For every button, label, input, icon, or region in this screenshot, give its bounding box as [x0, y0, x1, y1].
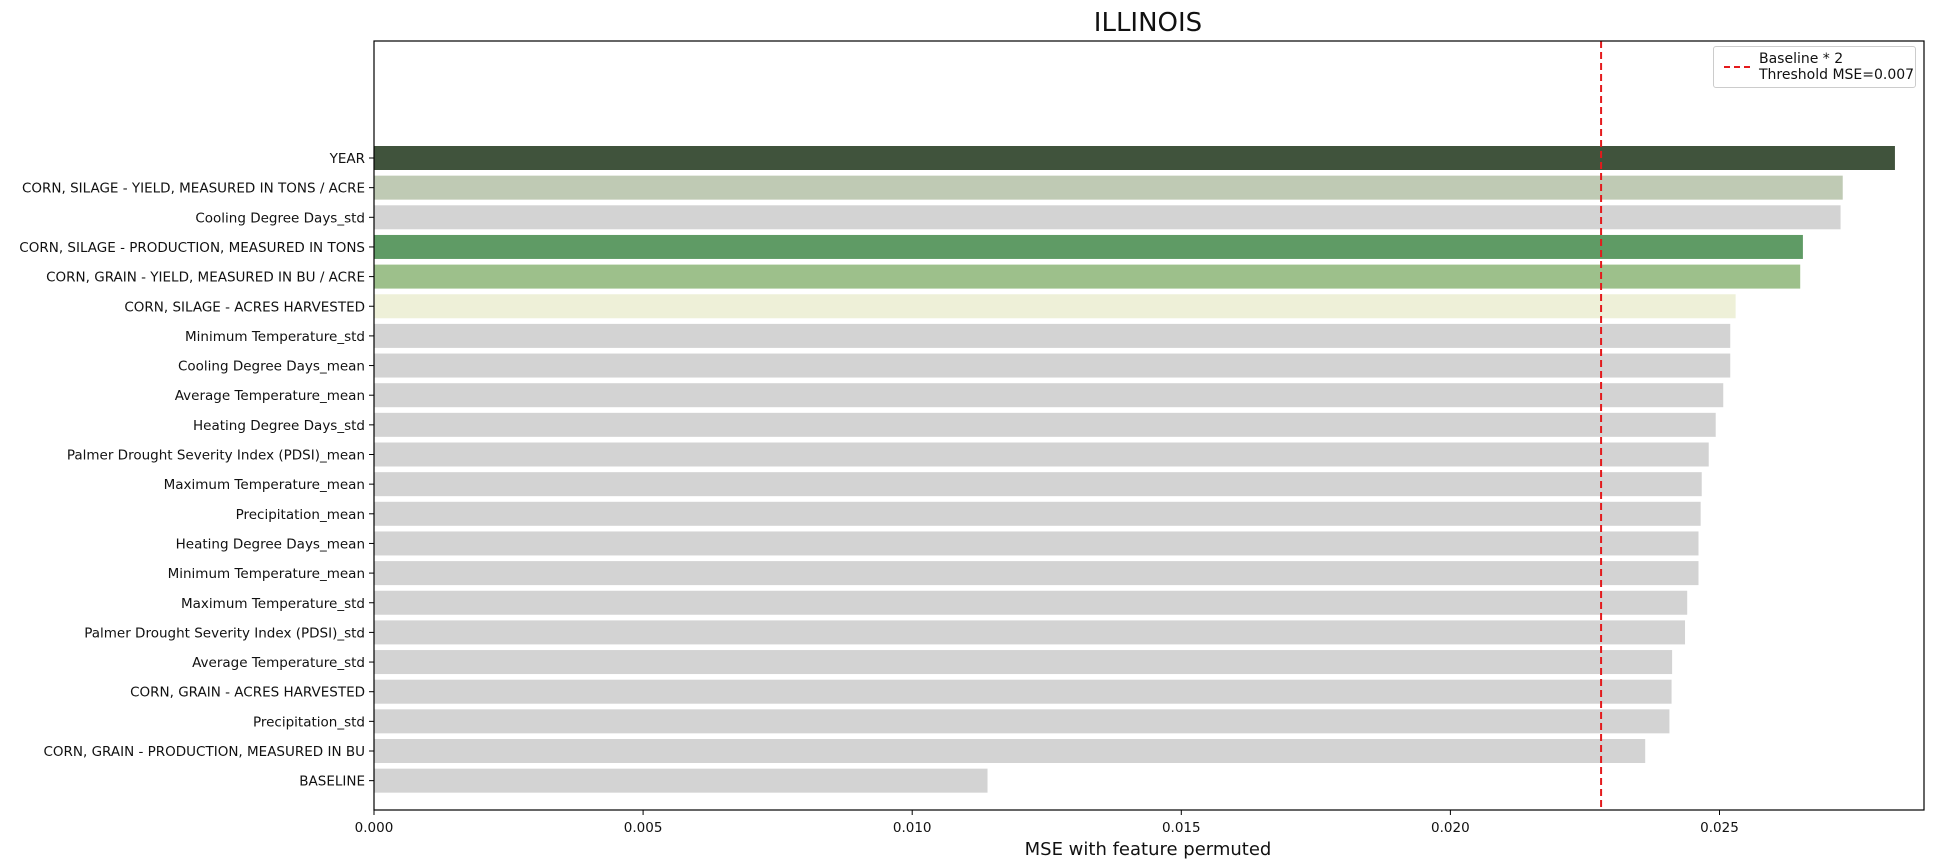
y-tick-label: CORN, GRAIN - PRODUCTION, MEASURED IN BU	[43, 744, 365, 760]
bar	[374, 323, 1731, 348]
legend-dashed-line-icon	[1724, 66, 1750, 68]
bar	[374, 531, 1699, 556]
bar	[374, 709, 1670, 734]
legend: Baseline * 2 Threshold MSE=0.007	[1713, 46, 1916, 88]
bar	[374, 561, 1699, 586]
legend-label: Baseline * 2 Threshold MSE=0.007	[1759, 51, 1914, 83]
y-tick-label: Cooling Degree Days_std	[195, 210, 365, 226]
y-tick-label: Maximum Temperature_std	[181, 596, 365, 612]
x-axis: 0.000 0.005 0.010 0.015 0.020 0.025	[355, 810, 1739, 836]
y-tick-label: Average Temperature_std	[192, 655, 365, 671]
y-tick-label: CORN, SILAGE - ACRES HARVESTED	[124, 299, 365, 315]
x-tick-label: 0.020	[1431, 820, 1470, 836]
y-tick-label: Average Temperature_mean	[175, 388, 365, 404]
y-tick-label: BASELINE	[299, 774, 365, 790]
bars-layer	[374, 146, 1895, 793]
bar	[374, 739, 1646, 763]
bar	[374, 353, 1731, 378]
y-tick-label: Heating Degree Days_mean	[176, 536, 365, 552]
x-tick-label: 0.000	[355, 820, 394, 836]
bar	[374, 768, 988, 793]
y-tick-label: CORN, SILAGE - PRODUCTION, MEASURED IN T…	[19, 240, 365, 256]
x-axis-label: MSE with feature permuted	[1025, 839, 1272, 860]
legend-label-line-2: Threshold MSE=0.007	[1759, 67, 1915, 83]
bar	[374, 501, 1701, 526]
x-tick-label: 0.025	[1700, 820, 1739, 836]
bar	[374, 412, 1716, 437]
y-tick-label: Palmer Drought Severity Index (PDSI)_std	[84, 625, 365, 641]
y-tick-label: Minimum Temperature_mean	[168, 566, 365, 582]
bar	[374, 175, 1843, 200]
y-tick-label: Heating Degree Days_std	[193, 418, 365, 434]
x-tick-label: 0.005	[624, 820, 663, 836]
bar	[374, 294, 1736, 319]
y-tick-label: Palmer Drought Severity Index (PDSI)_mea…	[67, 448, 365, 464]
chart-title: ILLINOIS	[1094, 8, 1202, 38]
y-tick-label: Precipitation_std	[253, 714, 365, 730]
y-tick-label: CORN, GRAIN - ACRES HARVESTED	[130, 685, 365, 701]
bar	[374, 264, 1801, 289]
y-tick-label: Cooling Degree Days_mean	[178, 359, 365, 375]
bar	[374, 205, 1841, 230]
bar	[374, 679, 1672, 704]
bar	[374, 590, 1688, 615]
y-tick-label: CORN, GRAIN - YIELD, MEASURED IN BU / AC…	[46, 270, 365, 286]
bar	[374, 442, 1709, 467]
bar	[374, 620, 1686, 645]
plot-frame	[373, 40, 1925, 811]
legend-label-line-1: Baseline * 2	[1759, 51, 1844, 67]
bar	[374, 650, 1673, 675]
y-tick-label: YEAR	[329, 151, 365, 167]
bar	[374, 383, 1724, 408]
x-tick-label: 0.015	[1162, 820, 1201, 836]
y-tick-label: Minimum Temperature_std	[185, 329, 365, 345]
bar	[374, 234, 1803, 259]
y-tick-label: CORN, SILAGE - YIELD, MEASURED IN TONS /…	[22, 181, 365, 197]
x-tick-label: 0.010	[893, 820, 932, 836]
y-tick-label: Maximum Temperature_mean	[164, 477, 365, 493]
y-tick-label: Precipitation_mean	[236, 507, 365, 523]
bar	[374, 472, 1702, 497]
y-tick-labels: YEAR CORN, SILAGE - YIELD, MEASURED IN TO…	[19, 151, 374, 790]
bar	[374, 146, 1895, 170]
